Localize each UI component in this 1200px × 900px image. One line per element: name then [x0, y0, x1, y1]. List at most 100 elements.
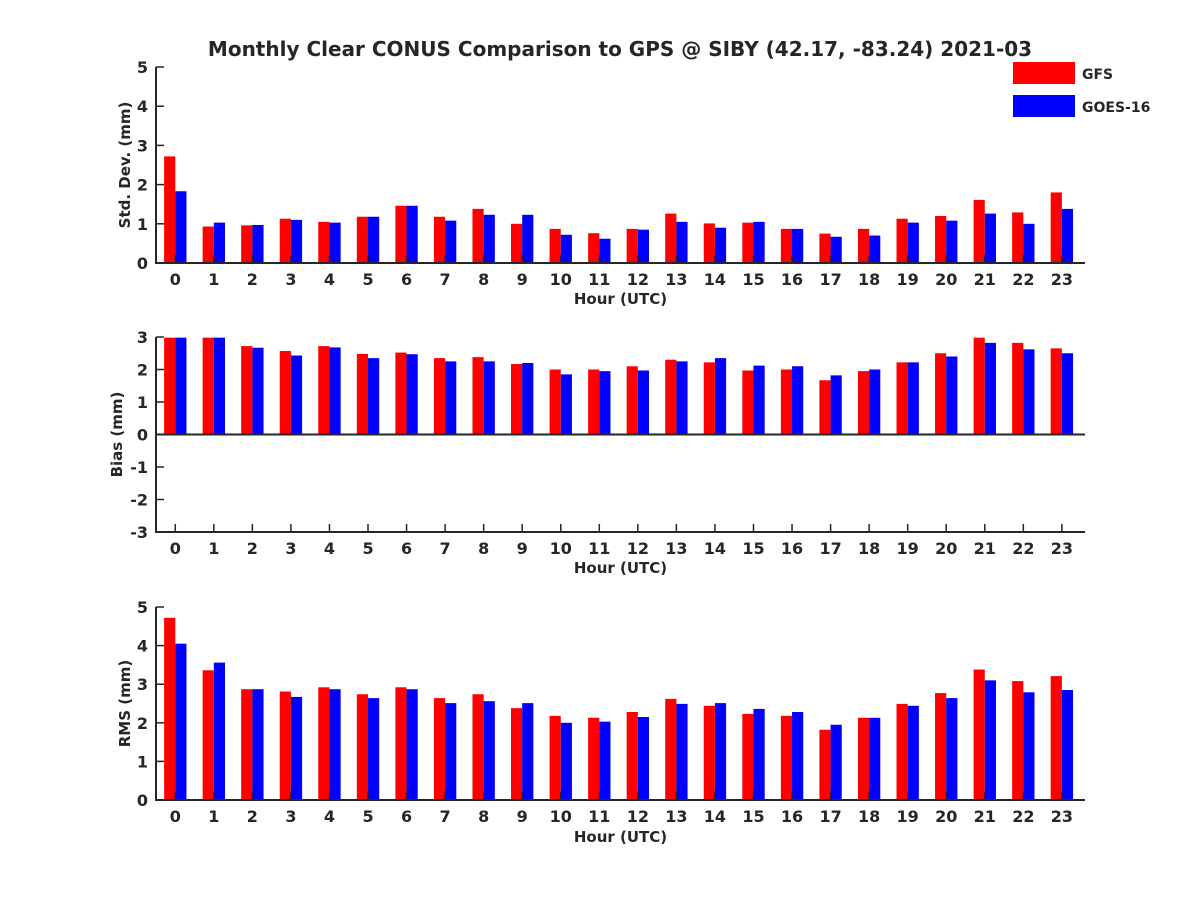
std-dev-x-tick-label: 4	[324, 270, 335, 289]
bias-x-tick-label: 6	[401, 539, 412, 558]
legend: GFS GOES-16	[1013, 62, 1150, 117]
bias-bar-gfs-22	[1012, 342, 1024, 435]
bias-bar-goes16-3	[290, 355, 303, 435]
rms-bar-gfs-8	[472, 694, 484, 800]
std-dev-x-tick-label: 0	[170, 270, 181, 289]
std-dev-bar-gfs-20	[935, 215, 947, 263]
bias-bar-gfs-12	[626, 366, 638, 435]
rms-bar-goes16-19	[907, 705, 919, 800]
bias-bar-gfs-19	[896, 362, 908, 435]
std-dev-bar-goes16-4	[329, 222, 341, 263]
bias-bar-goes16-8	[483, 361, 495, 435]
rms-bar-goes16-6	[406, 689, 418, 800]
bias-x-tick-label: 7	[440, 539, 451, 558]
rms-bar-goes16-21	[984, 680, 996, 800]
rms-bar-gfs-3	[279, 691, 291, 800]
rms-bar-goes16-4	[329, 689, 341, 800]
rms-x-tick-label: 15	[742, 807, 764, 826]
rms-bar-gfs-23	[1050, 676, 1062, 800]
rms-x-tick-label: 17	[819, 807, 841, 826]
bias-x-tick-label: 12	[627, 539, 649, 558]
std-dev-bar-gfs-2	[241, 225, 253, 263]
std-dev-x-tick-label: 6	[401, 270, 412, 289]
rms-x-axis-label: Hour (UTC)	[574, 828, 667, 846]
rms-bar-gfs-11	[588, 717, 600, 800]
rms-bar-gfs-19	[896, 703, 908, 800]
std-dev-bar-goes16-16	[792, 228, 804, 263]
legend-swatch-goes16	[1013, 95, 1075, 117]
rms-bar-gfs-7	[433, 698, 446, 800]
bias-bar-gfs-8	[472, 357, 484, 435]
bias-x-tick-label: 1	[208, 539, 219, 558]
rms-x-tick-label: 9	[517, 807, 528, 826]
rms-bar-goes16-14	[714, 703, 727, 800]
std-dev-x-tick-label: 5	[362, 270, 373, 289]
std-dev-y-tick-label: 0	[137, 254, 148, 273]
rms-bar-gfs-15	[742, 713, 754, 800]
std-dev-bar-gfs-22	[1012, 212, 1024, 263]
std-dev-x-tick-label: 2	[247, 270, 258, 289]
rms-bar-goes16-23	[1061, 689, 1074, 800]
bias-x-tick-label: 22	[1012, 539, 1034, 558]
std-dev-bar-gfs-4	[318, 221, 330, 263]
bias-y-tick-label: -2	[130, 491, 148, 510]
rms-x-tick-label: 2	[247, 807, 258, 826]
bias-bar-gfs-7	[433, 358, 446, 435]
rms-x-tick-label: 5	[362, 807, 373, 826]
std-dev-x-tick-label: 13	[665, 270, 687, 289]
rms-bar-goes16-17	[830, 724, 842, 800]
rms-x-tick-label: 20	[935, 807, 957, 826]
bias-bar-gfs-23	[1050, 348, 1062, 435]
std-dev-x-tick-label: 18	[858, 270, 880, 289]
std-dev-bar-goes16-0	[175, 191, 187, 263]
bias-bar-gfs-6	[395, 352, 407, 435]
std-dev-x-axis-label: Hour (UTC)	[574, 290, 667, 308]
bias-x-tick-label: 10	[550, 539, 572, 558]
std-dev-bar-goes16-13	[676, 221, 688, 263]
bias-bar-goes16-5	[368, 358, 380, 435]
std-dev-x-tick-label: 3	[285, 270, 296, 289]
std-dev-bar-goes16-9	[522, 214, 534, 263]
std-dev-bar-gfs-10	[549, 228, 561, 263]
std-dev-x-tick-label: 22	[1012, 270, 1034, 289]
bias-x-tick-label: 0	[170, 539, 181, 558]
bias-bar-goes16-11	[599, 371, 611, 435]
std-dev-bar-goes16-18	[869, 235, 881, 263]
bias-x-tick-label: 8	[478, 539, 489, 558]
rms-x-tick-label: 11	[588, 807, 610, 826]
bias-bar-goes16-17	[830, 375, 842, 435]
bias-x-tick-label: 19	[897, 539, 919, 558]
legend-swatch-gfs	[1013, 62, 1075, 84]
rms-bar-goes16-13	[676, 703, 688, 800]
std-dev-x-tick-label: 21	[974, 270, 996, 289]
bias-x-tick-label: 17	[819, 539, 841, 558]
rms-x-tick-label: 6	[401, 807, 412, 826]
std-dev-x-tick-label: 11	[588, 270, 610, 289]
bias-bar-goes16-10	[560, 374, 572, 435]
rms-bar-gfs-6	[395, 687, 407, 800]
rms-y-tick-label: 1	[137, 752, 148, 771]
rms-x-tick-label: 21	[974, 807, 996, 826]
legend-label-gfs: GFS	[1082, 67, 1113, 83]
std-dev-y-tick-label: 1	[137, 215, 148, 234]
rms-bar-gfs-14	[703, 705, 715, 800]
rms-y-tick-label: 2	[137, 714, 148, 733]
rms-bar-goes16-2	[252, 689, 264, 800]
bias-x-axis-label: Hour (UTC)	[574, 559, 667, 577]
bias-x-tick-label: 16	[781, 539, 803, 558]
std-dev-bar-goes16-23	[1061, 208, 1074, 263]
std-dev-bar-goes16-10	[560, 234, 572, 263]
bias-bar-goes16-19	[907, 362, 919, 435]
bias-bar-goes16-4	[329, 347, 341, 435]
std-dev-bar-gfs-5	[356, 216, 369, 263]
std-dev-bar-gfs-11	[588, 233, 600, 263]
rms-bar-goes16-10	[560, 722, 572, 800]
std-dev-bar-goes16-12	[637, 229, 650, 263]
rms-bar-goes16-8	[483, 701, 495, 800]
rms-bar-goes16-16	[792, 711, 804, 800]
std-dev-bar-gfs-3	[279, 218, 291, 263]
rms-bar-goes16-20	[946, 698, 958, 800]
std-dev-bar-gfs-8	[472, 208, 484, 263]
std-dev-bar-gfs-12	[626, 228, 638, 263]
